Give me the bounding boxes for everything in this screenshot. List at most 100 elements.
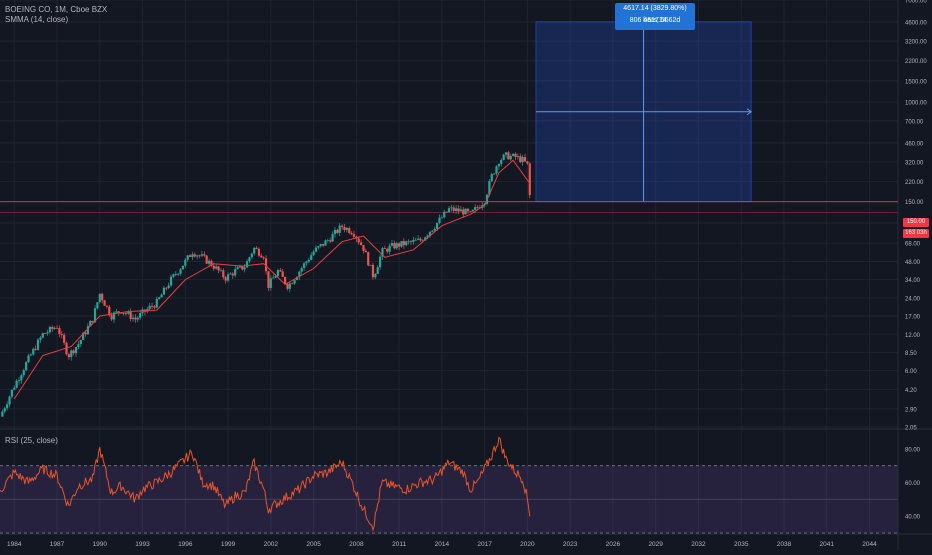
candle-up[interactable] <box>6 404 9 409</box>
candle-up[interactable] <box>493 173 496 175</box>
candle-up[interactable] <box>15 380 18 388</box>
candle-up[interactable] <box>431 230 434 232</box>
candle-up[interactable] <box>414 239 417 241</box>
candle-up[interactable] <box>379 256 382 268</box>
candle-down[interactable] <box>362 245 365 251</box>
candle-down[interactable] <box>150 305 154 307</box>
candle-down[interactable] <box>224 277 227 281</box>
candle-up[interactable] <box>177 273 180 275</box>
candle-down[interactable] <box>257 248 261 256</box>
candle-up[interactable] <box>381 248 384 257</box>
candle-up[interactable] <box>424 237 427 241</box>
candle-down[interactable] <box>255 247 258 249</box>
candle-down[interactable] <box>419 238 422 241</box>
candle-up[interactable] <box>96 302 99 309</box>
candle-up[interactable] <box>438 217 441 223</box>
candle-up[interactable] <box>215 266 218 269</box>
candle-down[interactable] <box>476 207 479 208</box>
candle-up[interactable] <box>269 278 272 288</box>
candle-up[interactable] <box>245 261 249 268</box>
candle-up[interactable] <box>229 273 232 275</box>
candle-down[interactable] <box>360 242 363 246</box>
candle-up[interactable] <box>412 239 415 242</box>
candle-up[interactable] <box>136 317 139 320</box>
candle-up[interactable] <box>450 207 453 209</box>
candle-up[interactable] <box>236 267 239 270</box>
candle-up[interactable] <box>77 344 80 348</box>
candle-up[interactable] <box>369 264 372 266</box>
candle-up[interactable] <box>162 287 166 295</box>
candle-up[interactable] <box>305 261 308 264</box>
candle-down[interactable] <box>398 243 401 247</box>
candle-up[interactable] <box>8 396 11 405</box>
candle-up[interactable] <box>345 228 348 230</box>
candle-down[interactable] <box>386 248 389 252</box>
rsi-legend[interactable]: RSI (25, close) <box>5 436 58 445</box>
candle-up[interactable] <box>388 245 391 252</box>
candle-down[interactable] <box>283 276 287 284</box>
candle-up[interactable] <box>25 362 28 371</box>
candle-down[interactable] <box>402 241 405 246</box>
candle-up[interactable] <box>310 255 313 260</box>
candle-up[interactable] <box>196 255 199 257</box>
candle-down[interactable] <box>336 229 339 233</box>
candle-up[interactable] <box>436 222 439 229</box>
symbol-legend[interactable]: BOEING CO, 1M, Cboe BZX <box>5 5 108 14</box>
candle-down[interactable] <box>264 258 268 272</box>
candle-up[interactable] <box>22 370 25 376</box>
candle-down[interactable] <box>105 305 109 307</box>
candle-up[interactable] <box>93 308 97 323</box>
candle-up[interactable] <box>181 265 185 270</box>
candle-up[interactable] <box>243 267 246 270</box>
candle-down[interactable] <box>343 226 346 230</box>
candle-up[interactable] <box>338 225 341 233</box>
rsi-line[interactable] <box>0 436 531 532</box>
candle-up[interactable] <box>27 355 30 363</box>
candle-down[interactable] <box>241 265 244 270</box>
candle-up[interactable] <box>238 265 242 268</box>
candle-down[interactable] <box>217 266 220 271</box>
candle-down[interactable] <box>469 211 472 213</box>
candle-up[interactable] <box>46 332 49 334</box>
candle-down[interactable] <box>340 225 344 227</box>
candle-up[interactable] <box>504 152 508 155</box>
candle-down[interactable] <box>34 348 37 350</box>
candle-up[interactable] <box>200 254 204 256</box>
candle-up[interactable] <box>274 276 277 278</box>
candle-up[interactable] <box>428 231 432 236</box>
candle-up[interactable] <box>29 354 32 356</box>
candle-down[interactable] <box>193 254 196 257</box>
candle-down[interactable] <box>357 238 360 243</box>
candle-down[interactable] <box>393 243 396 249</box>
candle-up[interactable] <box>495 166 498 174</box>
candle-up[interactable] <box>497 164 500 167</box>
candle-up[interactable] <box>464 208 467 215</box>
candle-down[interactable] <box>279 270 282 272</box>
candle-down[interactable] <box>383 248 386 249</box>
candle-down[interactable] <box>222 270 225 278</box>
candle-down[interactable] <box>212 265 215 269</box>
candle-down[interactable] <box>203 254 206 256</box>
candle-down[interactable] <box>117 311 120 313</box>
candle-down[interactable] <box>367 252 370 266</box>
candle-down[interactable] <box>321 244 325 246</box>
candle-up[interactable] <box>300 268 303 272</box>
candle-up[interactable] <box>17 380 21 382</box>
candle-down[interactable] <box>262 257 265 259</box>
candle-up[interactable] <box>512 153 515 156</box>
candle-up[interactable] <box>74 347 78 354</box>
candle-up[interactable] <box>459 209 462 212</box>
candle-down[interactable] <box>457 208 460 212</box>
candle-down[interactable] <box>153 306 156 308</box>
candle-up[interactable] <box>36 339 40 350</box>
candle-down[interactable] <box>134 317 137 320</box>
candle-down[interactable] <box>124 313 128 314</box>
candle-up[interactable] <box>186 255 189 260</box>
candle-down[interactable] <box>523 157 527 162</box>
candle-down[interactable] <box>165 287 168 289</box>
candle-up[interactable] <box>191 254 194 257</box>
candle-up[interactable] <box>115 311 118 313</box>
candle-up[interactable] <box>207 260 211 264</box>
candle-up[interactable] <box>314 247 318 252</box>
